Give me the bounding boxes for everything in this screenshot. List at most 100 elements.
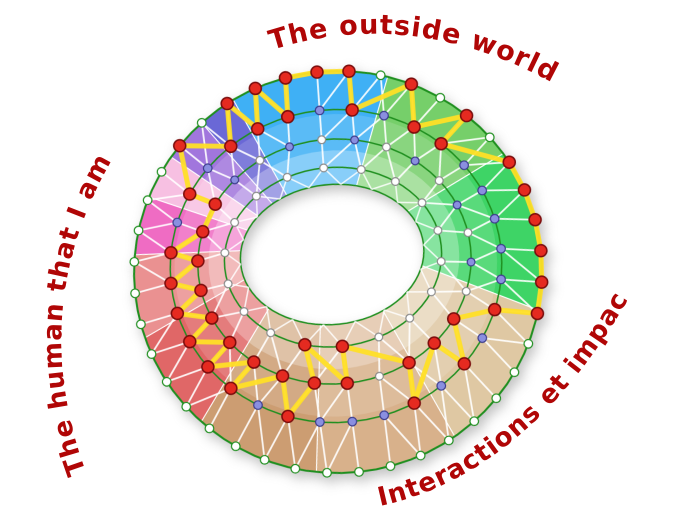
- node-middle-inner-25[interactable]: [285, 142, 295, 152]
- node-inner-5[interactable]: [436, 256, 446, 266]
- node-middle-outer-28[interactable]: [202, 163, 213, 174]
- red-node-21[interactable]: [335, 339, 350, 354]
- node-middle-inner-3[interactable]: [410, 156, 420, 166]
- node-outer-29[interactable]: [135, 319, 146, 330]
- node-inner-8[interactable]: [374, 332, 384, 342]
- node-outer-17[interactable]: [443, 435, 454, 446]
- node-middle-outer-5[interactable]: [459, 160, 470, 171]
- node-middle-inner-6[interactable]: [463, 228, 473, 238]
- red-node-43[interactable]: [220, 96, 234, 111]
- red-node-10[interactable]: [517, 183, 532, 197]
- red-node-36[interactable]: [191, 254, 205, 268]
- node-outer-4[interactable]: [435, 92, 446, 103]
- node-middle-inner-2[interactable]: [381, 142, 391, 152]
- red-node-12[interactable]: [534, 243, 548, 258]
- red-node-32[interactable]: [205, 311, 219, 325]
- node-middle-outer-8[interactable]: [496, 243, 506, 254]
- node-outer-33[interactable]: [142, 195, 153, 206]
- red-node-18[interactable]: [427, 336, 442, 350]
- node-middle-outer-7[interactable]: [489, 213, 500, 224]
- red-node-39[interactable]: [208, 197, 222, 211]
- red-node-47[interactable]: [278, 71, 293, 85]
- node-middle-inner-12[interactable]: [374, 371, 384, 381]
- node-middle-outer-15[interactable]: [379, 410, 390, 421]
- node-outer-27[interactable]: [161, 376, 172, 387]
- node-middle-inner-1[interactable]: [350, 135, 360, 145]
- red-node-6[interactable]: [407, 120, 421, 134]
- node-inner-0[interactable]: [319, 163, 329, 173]
- node-outer-28[interactable]: [146, 349, 157, 359]
- node-middle-outer-19[interactable]: [253, 400, 263, 410]
- node-middle-inner-8[interactable]: [461, 286, 471, 296]
- node-inner-14[interactable]: [220, 248, 230, 258]
- node-outer-16[interactable]: [469, 416, 480, 427]
- red-node-35[interactable]: [164, 276, 178, 291]
- node-outer-20[interactable]: [354, 466, 364, 477]
- node-outer-2[interactable]: [375, 70, 386, 81]
- red-node-25[interactable]: [281, 409, 295, 424]
- red-node-41[interactable]: [172, 139, 187, 153]
- red-node-37[interactable]: [164, 246, 178, 260]
- node-outer-22[interactable]: [290, 463, 301, 474]
- node-middle-outer-0[interactable]: [314, 105, 325, 116]
- node-outer-6[interactable]: [484, 132, 495, 143]
- red-node-24[interactable]: [307, 376, 322, 390]
- node-middle-outer-11[interactable]: [477, 333, 488, 343]
- red-node-16[interactable]: [446, 312, 461, 326]
- red-node-45[interactable]: [248, 81, 263, 96]
- red-node-33[interactable]: [170, 306, 185, 321]
- node-middle-outer-9[interactable]: [496, 274, 506, 285]
- node-middle-outer-16[interactable]: [347, 416, 358, 427]
- red-node-15[interactable]: [487, 302, 502, 317]
- node-inner-13[interactable]: [223, 279, 233, 289]
- node-middle-inner-24[interactable]: [255, 155, 265, 165]
- node-middle-outer-6[interactable]: [477, 185, 488, 196]
- red-node-4[interactable]: [345, 103, 359, 117]
- node-outer-14[interactable]: [509, 367, 520, 378]
- node-outer-15[interactable]: [491, 393, 502, 404]
- red-node-30[interactable]: [223, 335, 237, 350]
- node-outer-36[interactable]: [196, 117, 207, 128]
- red-node-2[interactable]: [310, 65, 324, 79]
- node-inner-11[interactable]: [266, 328, 276, 338]
- node-outer-18[interactable]: [415, 450, 426, 461]
- red-node-13[interactable]: [534, 275, 549, 289]
- node-outer-21[interactable]: [322, 467, 332, 478]
- node-outer-13[interactable]: [523, 338, 534, 349]
- node-outer-32[interactable]: [133, 225, 144, 236]
- red-node-8[interactable]: [434, 136, 448, 151]
- node-outer-24[interactable]: [230, 441, 241, 452]
- red-node-28[interactable]: [247, 355, 261, 369]
- red-node-3[interactable]: [342, 64, 356, 79]
- node-outer-31[interactable]: [129, 256, 140, 267]
- node-middle-outer-26[interactable]: [172, 217, 183, 228]
- red-node-20[interactable]: [402, 355, 416, 370]
- node-middle-outer-2[interactable]: [379, 110, 389, 121]
- node-outer-23[interactable]: [259, 454, 270, 465]
- red-node-31[interactable]: [183, 334, 197, 349]
- node-middle-inner-7[interactable]: [466, 257, 476, 267]
- node-inner-17[interactable]: [282, 172, 292, 182]
- node-inner-7[interactable]: [405, 313, 415, 323]
- red-node-17[interactable]: [457, 357, 472, 371]
- node-middle-inner-0[interactable]: [317, 135, 327, 145]
- red-node-42[interactable]: [224, 139, 238, 154]
- node-inner-12[interactable]: [239, 307, 249, 317]
- red-node-34[interactable]: [194, 283, 208, 298]
- node-inner-1[interactable]: [356, 165, 366, 175]
- red-node-11[interactable]: [528, 212, 542, 227]
- red-node-23[interactable]: [298, 338, 312, 352]
- red-node-14[interactable]: [530, 306, 545, 321]
- node-middle-outer-13[interactable]: [436, 380, 447, 391]
- red-node-38[interactable]: [195, 224, 210, 239]
- node-middle-inner-4[interactable]: [434, 176, 444, 186]
- node-outer-34[interactable]: [156, 166, 167, 177]
- red-node-22[interactable]: [340, 376, 355, 390]
- red-node-19[interactable]: [407, 396, 421, 410]
- red-node-46[interactable]: [281, 110, 295, 124]
- red-node-44[interactable]: [250, 122, 265, 136]
- red-node-40[interactable]: [182, 187, 197, 201]
- red-node-7[interactable]: [459, 108, 474, 123]
- red-node-29[interactable]: [201, 360, 215, 374]
- red-node-27[interactable]: [224, 381, 238, 396]
